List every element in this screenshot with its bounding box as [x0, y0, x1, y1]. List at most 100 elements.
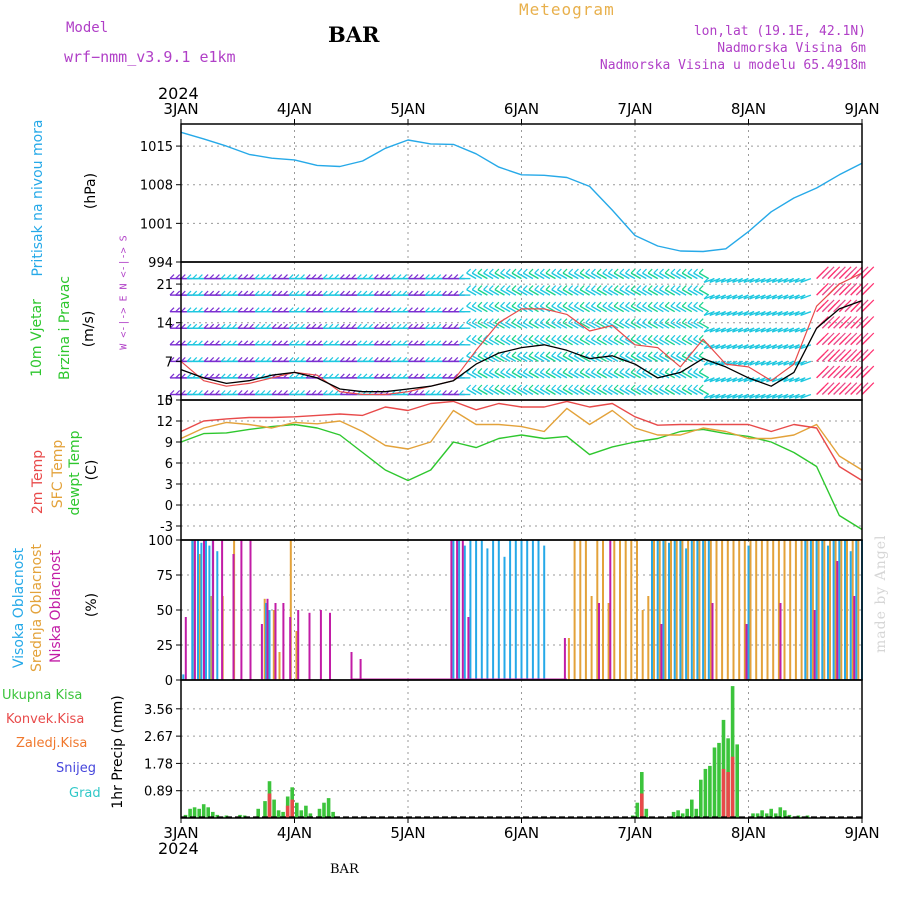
- wind-barb-tick: [630, 318, 636, 324]
- footer-station: BAR: [330, 862, 359, 877]
- wind-barb-tick: [788, 277, 794, 283]
- wind-barb-tick: [846, 382, 852, 388]
- model-label: Model: [66, 20, 109, 36]
- wind-barb-tick: [424, 323, 430, 329]
- wind-barb-tick: [248, 356, 254, 362]
- wind-barb: [613, 388, 625, 396]
- wind-barb-tick: [424, 307, 430, 313]
- wind-barb: [500, 322, 511, 329]
- wind-barb: [687, 338, 698, 346]
- precip-bar-0: [730, 686, 735, 818]
- wind-barb-tick: [840, 365, 846, 371]
- wind-barb-tick: [664, 268, 670, 274]
- cloud-bar-1: [732, 540, 735, 680]
- wind-barb-tick: [226, 373, 232, 379]
- wind-barb-tick: [625, 334, 630, 340]
- wind-barb-tick: [231, 373, 237, 379]
- cloud-bar-0: [844, 540, 846, 680]
- cloud-bar-2: [232, 554, 235, 680]
- wind-barb-tick: [783, 310, 789, 316]
- wind-barb-tick: [379, 356, 385, 362]
- y-tick-label-3: 75: [156, 569, 173, 584]
- wind-barb: [676, 305, 687, 313]
- wind-barb-tick: [642, 301, 647, 307]
- wind-barb-tick: [539, 318, 545, 324]
- cloud-bar-1: [636, 540, 638, 680]
- wind-barb: [816, 336, 825, 346]
- wind-barb-tick: [248, 323, 254, 329]
- wind-barb-tick: [681, 384, 687, 390]
- wind-barb-tick: [419, 307, 425, 313]
- wind-barb-tick: [619, 268, 625, 274]
- wind-barb-tick: [528, 285, 534, 291]
- pressure-line: [180, 131, 863, 253]
- cloud-bar-1: [596, 540, 599, 680]
- cloud-bar-0: [815, 540, 818, 680]
- wind-barb: [647, 272, 659, 280]
- wind-barb-tick: [453, 373, 459, 379]
- wind-barb-tick: [823, 266, 829, 272]
- wind-barb-tick: [334, 323, 340, 329]
- wind-barb: [670, 288, 681, 296]
- wind-barb-tick: [379, 323, 385, 329]
- wind-barb: [625, 272, 636, 280]
- wind-barb: [483, 288, 494, 296]
- wind-barb: [838, 369, 848, 379]
- wind-barb-tick: [794, 377, 800, 383]
- cloud-bar-1: [579, 540, 582, 680]
- wind-barb-tick: [698, 351, 704, 357]
- wind-barb-tick: [517, 367, 523, 373]
- wind-barb-tick: [534, 334, 540, 340]
- wind-barb-tick: [659, 318, 664, 324]
- wind-barb-tick: [209, 373, 215, 379]
- wind-barb: [630, 338, 642, 346]
- wind-barb-tick: [483, 367, 489, 373]
- wind-barb: [681, 272, 693, 280]
- precip-bar-0: [685, 808, 689, 818]
- cloud-bar-0: [685, 548, 688, 680]
- wind-barb-tick: [556, 334, 562, 340]
- wind-barb-tick: [754, 327, 760, 333]
- wind-barb-tick: [419, 340, 425, 346]
- wind-barb-tick: [852, 365, 858, 371]
- wind-barb-tick: [277, 307, 283, 313]
- cloud-bar-2: [274, 603, 277, 680]
- wind-barb-tick: [220, 274, 226, 280]
- cloud-bar-1: [590, 596, 593, 680]
- wind-barb: [625, 355, 636, 363]
- wind-barb: [833, 386, 842, 395]
- wind-barb: [539, 338, 551, 346]
- year-top: 2024: [158, 84, 199, 103]
- wind-barb-tick: [441, 340, 447, 346]
- wind-barb: [574, 288, 585, 296]
- precip-bar-0: [694, 808, 699, 818]
- wind-barb-tick: [266, 274, 271, 280]
- wind-barb-tick: [777, 327, 783, 333]
- wind-barb-tick: [334, 390, 340, 395]
- cloud-bar-0: [855, 540, 858, 680]
- wind-barb-tick: [447, 390, 453, 395]
- wind-barb-tick: [458, 290, 464, 296]
- wind-barb-tick: [220, 390, 226, 395]
- wind-barb-tick: [800, 360, 806, 366]
- wind-barb: [855, 386, 865, 395]
- wind-barb: [505, 338, 517, 346]
- wind-barb-tick: [424, 340, 430, 346]
- wind-barb: [602, 338, 613, 346]
- wind-barb-tick: [362, 340, 368, 346]
- y-tick-label-0: 994: [148, 256, 173, 271]
- wind-barb-tick: [551, 301, 557, 307]
- wind-barb-tick: [180, 307, 186, 313]
- cloud-bar-2: [193, 540, 196, 680]
- wind-barb: [619, 322, 630, 329]
- wind-barb-tick: [794, 294, 800, 300]
- wind-barb: [844, 353, 854, 362]
- wind-barb-tick: [676, 334, 681, 340]
- cloud-bar-1: [721, 540, 724, 680]
- wind-barb: [821, 320, 831, 329]
- wind-barb-tick: [368, 356, 374, 362]
- wind-barb-tick: [180, 274, 186, 280]
- wind-barb-tick: [500, 268, 506, 274]
- wind-barb: [477, 305, 488, 313]
- wind-barb: [568, 388, 579, 396]
